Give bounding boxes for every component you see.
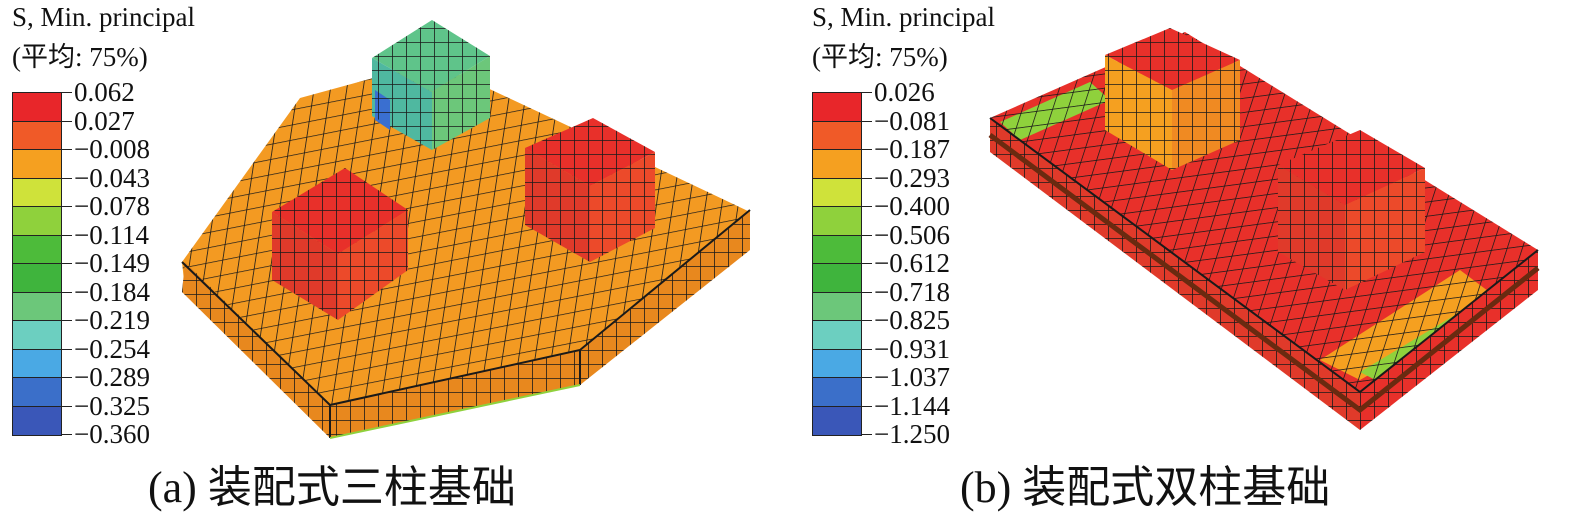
legend-value: −0.149 xyxy=(74,248,150,278)
legend-swatch xyxy=(813,121,861,150)
legend-swatch xyxy=(813,292,861,321)
legend-tick xyxy=(862,434,872,435)
legend-value: −0.612 xyxy=(874,248,950,278)
legend-value: −0.254 xyxy=(74,333,150,364)
legend-tick xyxy=(62,348,72,350)
legend-swatch xyxy=(813,321,861,350)
legend-color-bar xyxy=(812,92,862,436)
legend-tick xyxy=(862,206,872,207)
legend-tick xyxy=(862,263,872,264)
legend-value: −0.360 xyxy=(74,419,150,449)
legend-value: −1.250 xyxy=(874,419,950,449)
legend-value: −0.219 xyxy=(74,305,150,335)
legend-swatch xyxy=(813,264,861,293)
caption: (b) 装配式双柱基础 xyxy=(960,463,1331,512)
legend-tick xyxy=(862,377,872,378)
legend-value: −0.187 xyxy=(874,134,950,164)
two-column-foundation-model xyxy=(988,28,1540,430)
legend-swatch xyxy=(813,93,861,122)
legend-swatch xyxy=(13,93,61,122)
legend-swatch xyxy=(813,207,861,236)
legend-tick xyxy=(62,120,72,122)
legend-tick xyxy=(62,92,72,93)
column-right xyxy=(525,118,655,262)
column-back xyxy=(1105,28,1240,170)
legend-tick xyxy=(862,291,872,293)
legend-value: −0.184 xyxy=(74,276,150,307)
legend-value: −0.506 xyxy=(874,219,950,250)
legend-swatch xyxy=(13,264,61,293)
legend-value: −0.289 xyxy=(74,362,150,392)
legend-value: 0.026 xyxy=(874,77,935,107)
legend-swatch xyxy=(13,121,61,150)
legend-value: −1.144 xyxy=(874,390,950,421)
legend-value: −0.081 xyxy=(874,105,950,136)
legend-tick xyxy=(62,320,72,321)
legend-tick xyxy=(62,405,72,407)
legend-tick xyxy=(62,291,72,293)
column-left xyxy=(272,168,408,320)
legend-value: −0.114 xyxy=(74,219,149,250)
legend-tick xyxy=(62,434,72,435)
legend-value: −0.325 xyxy=(74,390,150,421)
legend-value: 0.027 xyxy=(74,105,135,136)
legend-value: −0.008 xyxy=(74,134,150,164)
legend-tick xyxy=(62,263,72,264)
legend-swatch xyxy=(813,406,861,435)
legend-tick xyxy=(62,206,72,207)
column-top xyxy=(372,20,490,150)
legend-swatch xyxy=(13,321,61,350)
legend-swatch xyxy=(813,178,861,207)
legend-value: −0.043 xyxy=(74,162,150,193)
legend-tick xyxy=(862,320,872,321)
legend-value: −0.078 xyxy=(74,191,150,221)
column-front xyxy=(1278,130,1425,290)
legend-value: −0.825 xyxy=(874,305,950,335)
legend-tick xyxy=(862,120,872,122)
legend-swatch xyxy=(13,207,61,236)
legend-tick xyxy=(62,149,72,150)
legend-tick xyxy=(862,405,872,407)
three-column-foundation-model xyxy=(181,20,751,439)
legend-swatch xyxy=(13,378,61,407)
panel-three-column-foundation: S, Min. principal (平均: 75%) 0.062 0.027 −0… xyxy=(0,0,770,528)
legend-value: −1.037 xyxy=(874,362,950,392)
legend-title: S, Min. principal xyxy=(812,2,995,32)
caption: (a) 装配式三柱基础 xyxy=(148,463,516,512)
legend-swatch xyxy=(13,349,61,378)
legend-value: −0.718 xyxy=(874,276,950,307)
legend-value: −0.293 xyxy=(874,162,950,193)
legend-value: −0.931 xyxy=(874,333,950,364)
legend-tick xyxy=(62,377,72,378)
legend-swatch xyxy=(813,349,861,378)
legend-tick xyxy=(862,234,872,236)
legend-swatch xyxy=(13,292,61,321)
legend-swatch xyxy=(813,235,861,264)
legend-swatch xyxy=(813,378,861,407)
legend-tick xyxy=(62,234,72,236)
foundation-slab xyxy=(988,32,1540,430)
legend-color-bar xyxy=(12,92,62,436)
legend-swatch xyxy=(13,235,61,264)
legend-swatch xyxy=(13,150,61,179)
legend-title: S, Min. principal xyxy=(12,2,195,32)
legend-value: 0.062 xyxy=(74,77,135,107)
legend-tick xyxy=(862,92,872,93)
legend-tick xyxy=(862,149,872,150)
panel-two-column-foundation: S, Min. principal (平均: 75%) 0.026 −0.081−… xyxy=(800,0,1575,528)
legend-tick xyxy=(62,177,72,179)
legend-swatch xyxy=(813,150,861,179)
legend-swatch xyxy=(13,406,61,435)
legend-tick xyxy=(862,348,872,350)
legend-tick xyxy=(862,177,872,179)
legend-subtitle: (平均: 75%) xyxy=(12,42,148,72)
legend-value: −0.400 xyxy=(874,191,950,221)
legend-subtitle: (平均: 75%) xyxy=(812,42,948,72)
legend-swatch xyxy=(13,178,61,207)
